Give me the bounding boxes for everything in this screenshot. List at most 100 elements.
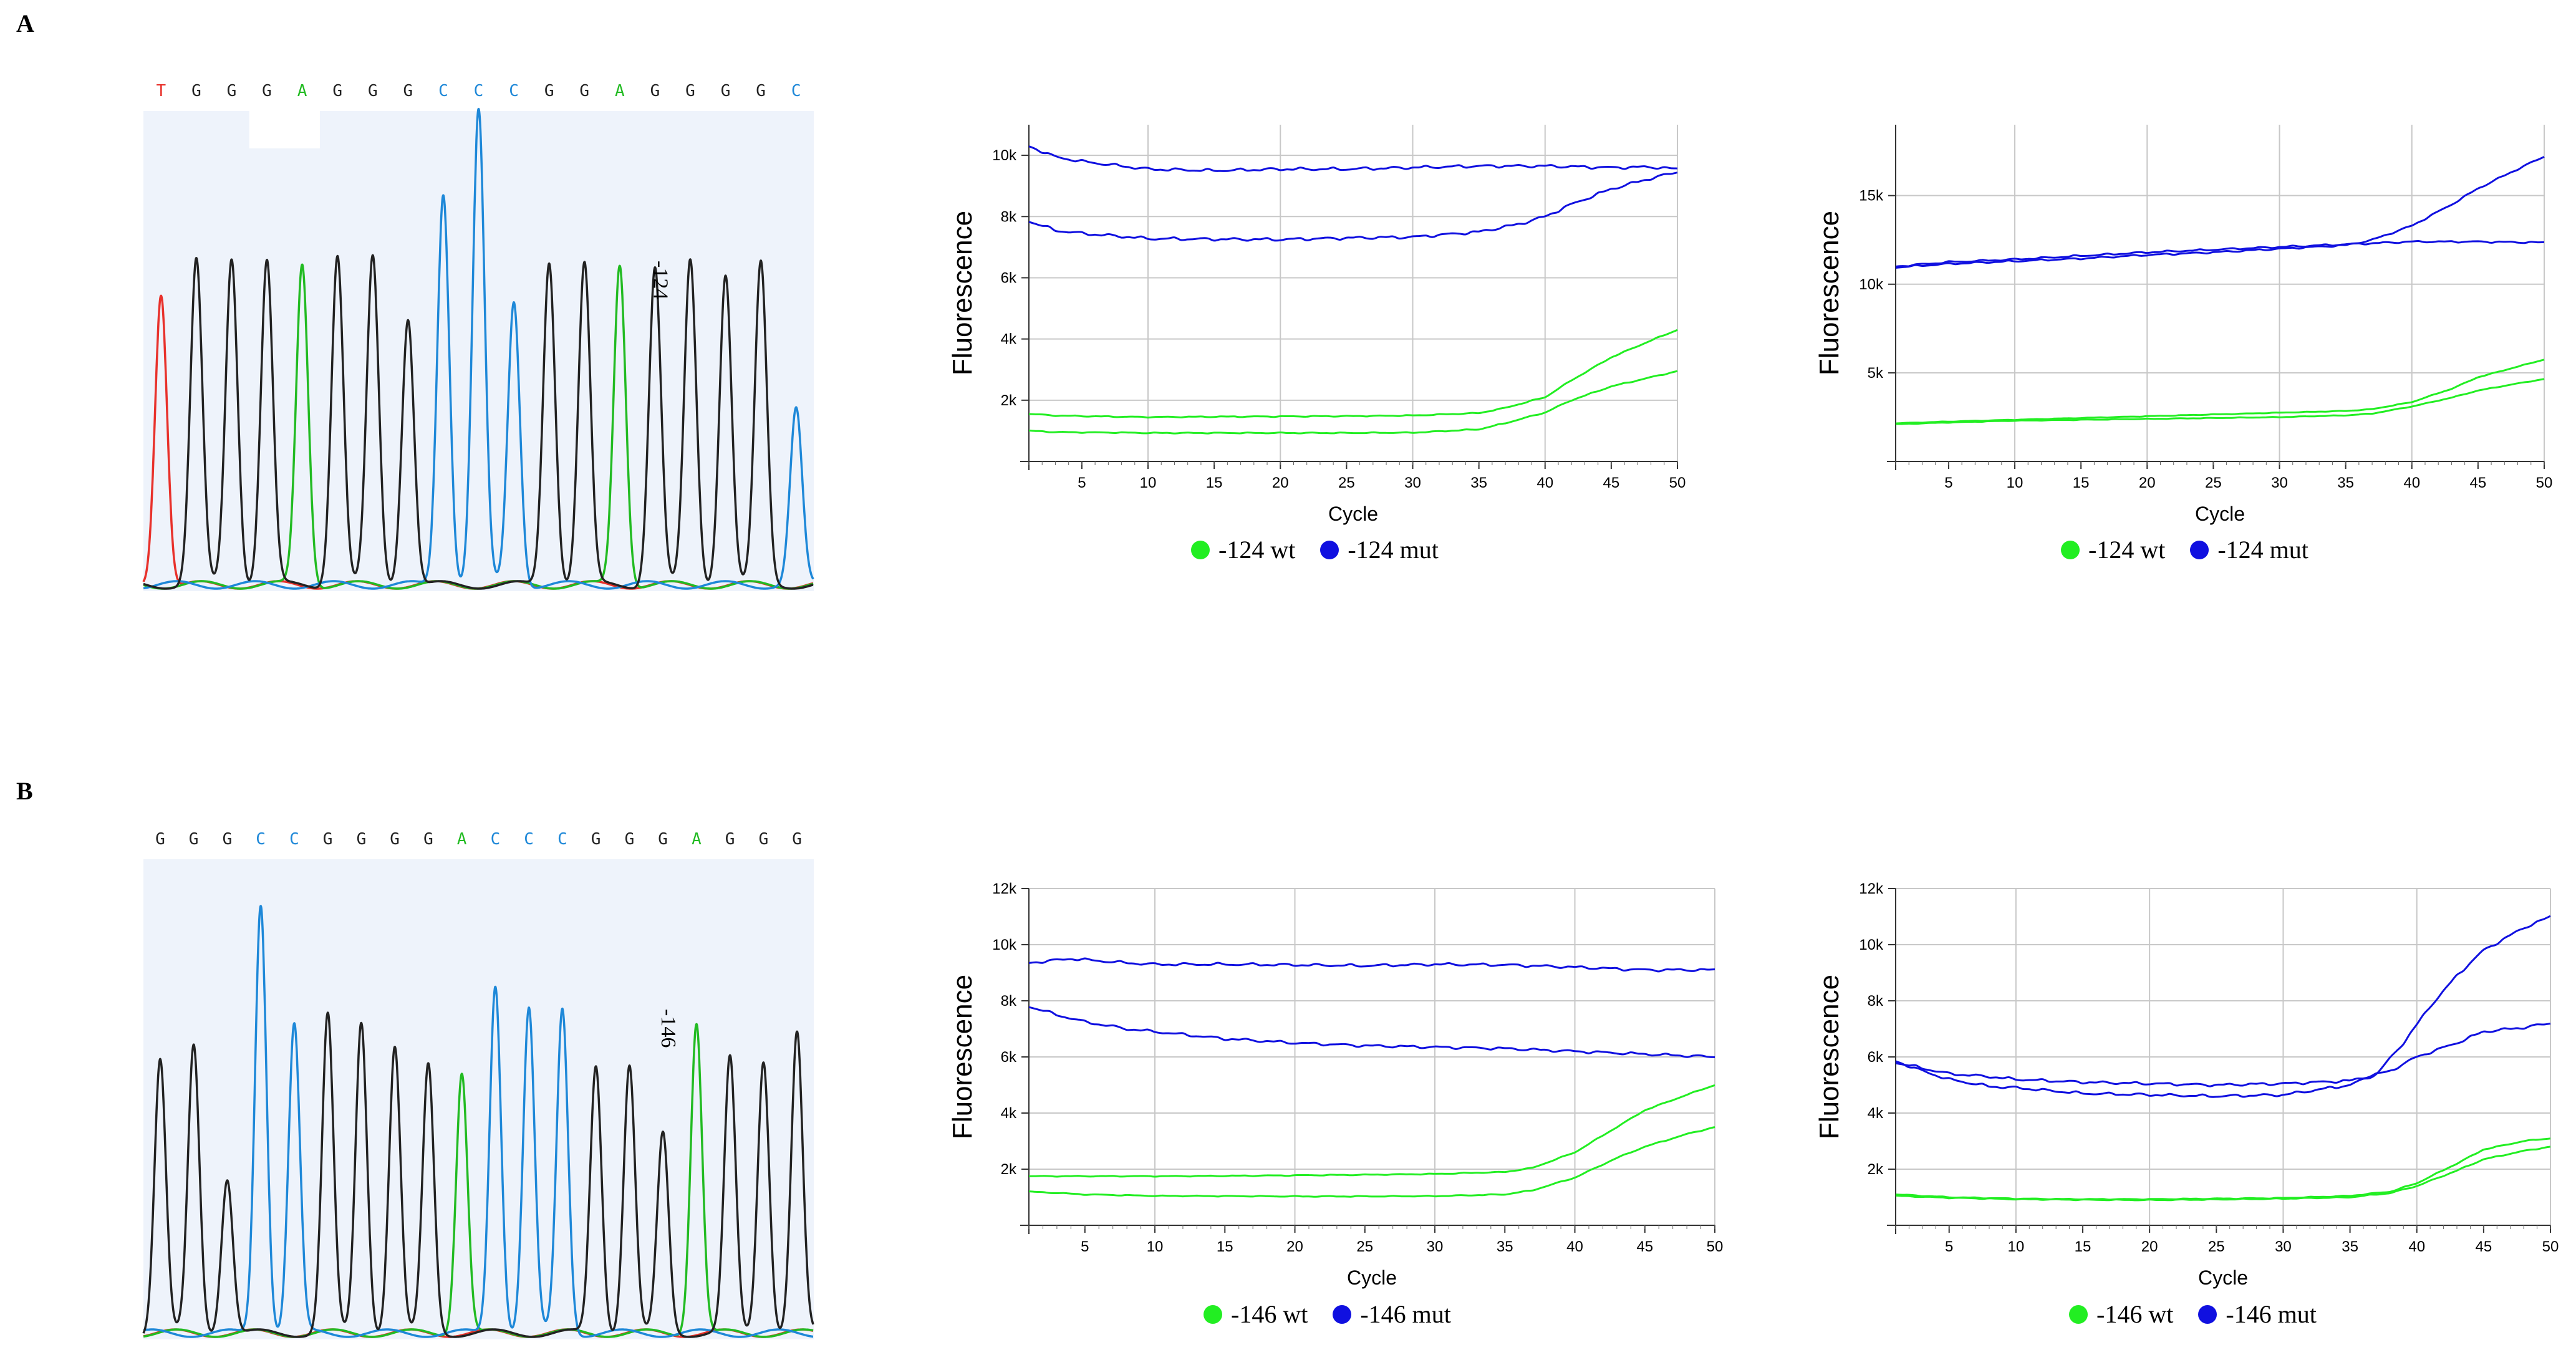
qpcr-chart-b-left: 2k 4k 6k 8k 10k 12k 5 10 15 20 25 30 35 40 45 50 Fluores… [942, 876, 1740, 1300]
x-tick-label: 15 [1217, 1238, 1233, 1255]
legend-dot-wt [1204, 1304, 1222, 1324]
x-tick-label: 40 [1566, 1238, 1583, 1255]
series-line-mut [1028, 957, 1715, 973]
base-call-letter: G [625, 830, 635, 849]
legend-item-wt: -124 wt [1191, 535, 1295, 564]
legend-dot-mut [2190, 540, 2209, 559]
x-tick-label: 30 [1427, 1238, 1444, 1255]
legend-item-wt: -146 wt [1204, 1299, 1308, 1329]
series-line-mut [1028, 171, 1678, 242]
qpcr-chart-a-right: 5k 10k 15k 5 10 15 20 25 30 35 40 45 50 Fluorescence C… [1808, 112, 2569, 536]
base-call-letter: C [557, 830, 567, 849]
chromatogram-b-trace: G G G C C G G G G A C C C G G G A G G G -146 [142, 830, 814, 1339]
trace-C [143, 107, 814, 590]
base-call-letter: A [692, 830, 702, 849]
series-line-wt [1895, 1145, 2551, 1202]
legend-label-mut: -146 mut [2226, 1300, 2317, 1328]
legend-dot-wt [2069, 1304, 2088, 1324]
legend-item-mut: -146 mut [1333, 1299, 1451, 1329]
qpcr-chart-b-right: 2k 4k 6k 8k 10k 12k 5 10 15 20 25 30 35 40 45 50 Fluores… [1808, 876, 2575, 1300]
legend-b-left: -146 wt -146 mut [1204, 1299, 1451, 1329]
y-tick-label: 2k [1001, 392, 1017, 409]
x-tick-label: 20 [2141, 1238, 2158, 1255]
x-axis-title: Cycle [2195, 503, 2245, 525]
x-tick-label: 10 [2007, 475, 2024, 491]
base-call-letter: G [544, 82, 554, 100]
series-line-mut [1895, 915, 2551, 1098]
x-tick-label: 25 [2205, 475, 2222, 491]
base-call-letter: G [725, 830, 735, 849]
y-tick-label: 8k [1001, 993, 1017, 1010]
trace-C [143, 905, 814, 1338]
panel-label-b: B [16, 777, 33, 805]
chromatogram-b: G G G C C G G G G A C C C G G G A G G G -146 [142, 822, 823, 1346]
x-axis-title: Cycle [2198, 1266, 2248, 1289]
base-call-letter: G [189, 830, 199, 849]
quality-shading [143, 111, 814, 591]
plot-area: 2k 4k 6k 8k 10k 5 10 15 20 25 30 35 40 45 50 Fluorescen… [947, 125, 1686, 525]
y-axis-title: Fluorescence [1814, 975, 1845, 1139]
series-line-wt [1028, 329, 1678, 419]
x-tick-label: 35 [2337, 475, 2354, 491]
quality-shading [143, 859, 814, 1339]
base-call-letter: A [615, 82, 625, 100]
base-call-letter: G [227, 82, 237, 100]
base-call-letter: C [289, 830, 299, 849]
base-call-letter: C [509, 82, 519, 100]
x-tick-label: 20 [1272, 475, 1289, 491]
legend-dot-mut [1333, 1304, 1352, 1324]
x-tick-label: 40 [2408, 1238, 2425, 1255]
y-tick-label: 2k [1001, 1161, 1017, 1178]
x-tick-label: 5 [1078, 475, 1086, 491]
series-line-mut [1895, 239, 2545, 268]
y-tick-label: 4k [1001, 1105, 1017, 1122]
y-tick-label: 6k [1001, 1049, 1017, 1066]
legend-label-mut: -146 mut [1360, 1300, 1451, 1328]
legend-label-wt: -124 wt [1218, 536, 1296, 564]
legend-dot-wt [1191, 540, 1210, 559]
series-line-mut [1028, 145, 1678, 172]
base-call-letter: G [323, 830, 333, 849]
chromatogram-plot: T G G G A G G G C C C G G A G G G G C -124 [142, 82, 814, 591]
base-call-letter: G [262, 82, 272, 100]
legend-b-right: -146 wt -146 mut [2069, 1299, 2317, 1329]
y-tick-label: 10k [1859, 276, 1884, 293]
legend-item-wt: -146 wt [2069, 1299, 2173, 1329]
base-call-letter: G [658, 830, 668, 849]
x-tick-label: 5 [1081, 1238, 1089, 1255]
y-axis-title: Fluorescence [947, 211, 978, 375]
legend-a-left: -124 wt -124 mut [1191, 535, 1439, 564]
x-tick-label: 10 [1140, 475, 1157, 491]
x-tick-label: 20 [1286, 1238, 1303, 1255]
y-tick-label: 10k [1859, 937, 1884, 953]
base-call-letter: G [721, 82, 731, 100]
trace-G [142, 1011, 814, 1338]
legend-dot-wt [2061, 540, 2080, 559]
x-tick-label: 25 [1338, 475, 1355, 491]
x-tick-label: 40 [2403, 475, 2420, 491]
x-tick-label: 15 [2073, 475, 2090, 491]
plot-area: 2k 4k 6k 8k 10k 12k 5 10 15 20 25 30 35 40 45 50 Fluores… [947, 880, 1723, 1289]
base-call-letter: A [457, 830, 467, 849]
series-line-wt [1895, 378, 2545, 425]
panel-label-a: A [16, 9, 34, 37]
chromatogram-a: T G G G A G G G C C C G G A G G G G C -124 [142, 74, 823, 597]
x-tick-label: 35 [1497, 1238, 1513, 1255]
qpcr-chart-a-left-svg: 2k 4k 6k 8k 10k 5 10 15 20 25 30 35 40 45 50 Fluorescen… [947, 125, 1686, 525]
y-tick-label: 8k [1001, 208, 1017, 225]
y-tick-label: 12k [1859, 880, 1884, 897]
base-call-letter: C [256, 830, 266, 849]
series-line-wt [1028, 370, 1678, 435]
y-tick-label: 4k [1868, 1105, 1884, 1122]
base-call-letter: G [792, 830, 802, 849]
y-tick-label: 8k [1868, 993, 1884, 1010]
legend-dot-mut [1320, 540, 1339, 559]
legend-a-right: -124 wt -124 mut [2061, 535, 2308, 564]
x-tick-label: 30 [2275, 1238, 2292, 1255]
x-tick-label: 50 [1707, 1238, 1724, 1255]
x-tick-label: 35 [1470, 475, 1487, 491]
base-call-letter: G [357, 830, 367, 849]
base-call-letter: C [474, 82, 484, 100]
x-tick-label: 30 [2271, 475, 2288, 491]
qpcr-chart-a-right-svg: 5k 10k 15k 5 10 15 20 25 30 35 40 45 50 Fluorescence C… [1814, 125, 2552, 525]
